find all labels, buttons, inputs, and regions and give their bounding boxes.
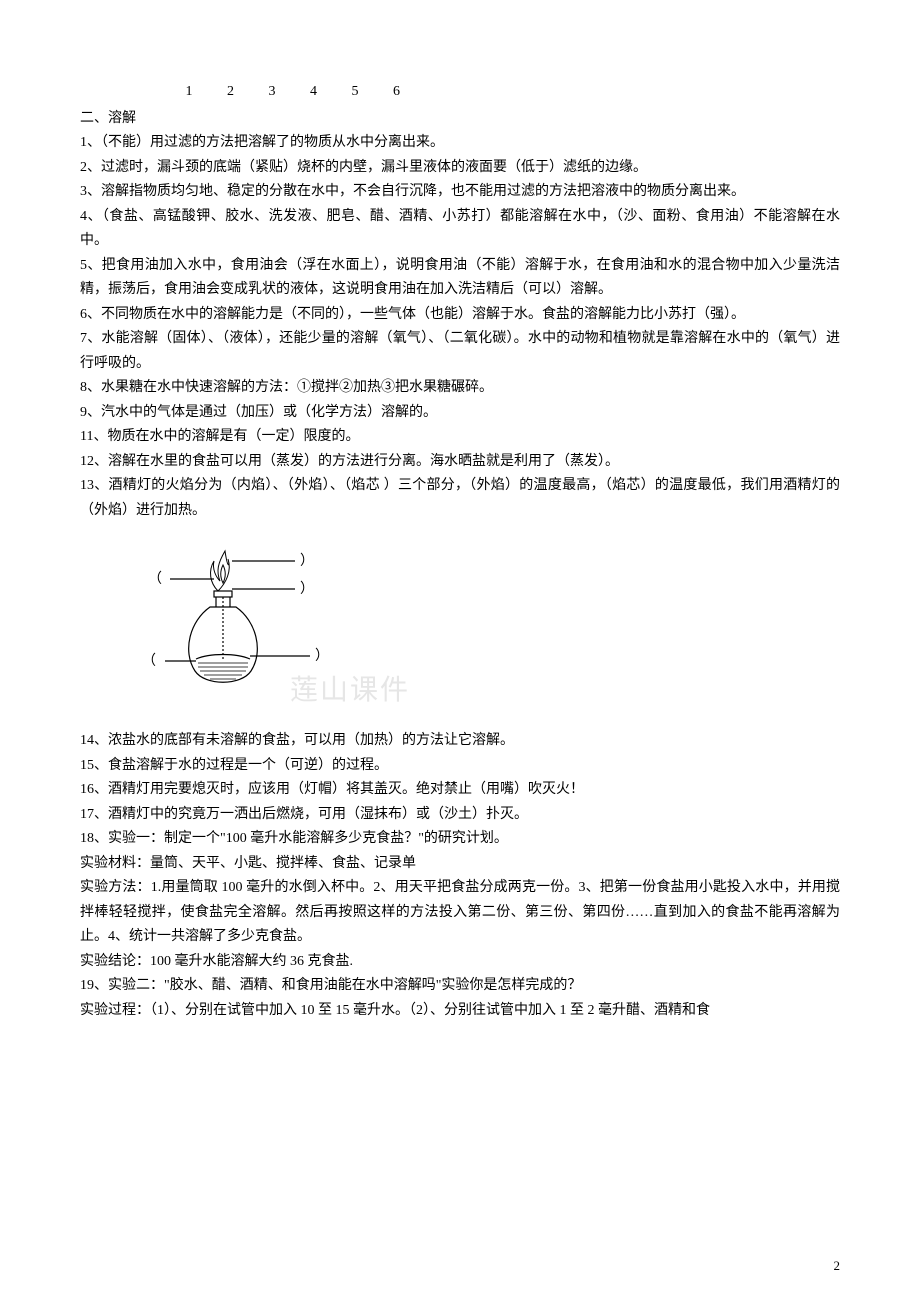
list-item: 15、食盐溶解于水的过程是一个（可逆）的过程。 [80, 754, 840, 779]
list-item: 12、溶解在水里的食盐可以用（蒸发）的方法进行分离。海水晒盐就是利用了（蒸发）。 [80, 450, 840, 475]
list-item: 18、实验一：制定一个"100 毫升水能溶解多少克食盐？"的研究计划。 [80, 827, 840, 852]
list-item: 14、浓盐水的底部有未溶解的食盐，可以用（加热）的方法让它溶解。 [80, 729, 840, 754]
list-item: 4、（食盐、高锰酸钾、胶水、洗发液、肥皂、醋、酒精、小苏打）都能溶解在水中，（沙… [80, 205, 840, 254]
col-num: 6 [378, 80, 416, 105]
list-item: 6、不同物质在水中的溶解能力是（不同的），一些气体（也能）溶解于水。食盐的溶解能… [80, 303, 840, 328]
col-num: 4 [295, 80, 333, 105]
col-num: 5 [336, 80, 374, 105]
svg-text:）: ） [315, 648, 329, 664]
svg-text:（: （ [148, 571, 162, 587]
section-title: 二、溶解 [80, 107, 840, 132]
list-item: 11、物质在水中的溶解是有（一定）限度的。 [80, 425, 840, 450]
list-item: 3、溶解指物质均匀地、稳定的分散在水中，不会自行沉降，也不能用过滤的方法把溶液中… [80, 180, 840, 205]
svg-text:（: （ [142, 653, 156, 669]
col-num: 1 [170, 80, 208, 105]
col-num: 3 [253, 80, 291, 105]
document-body: 1 2 3 4 5 6 二、溶解 1、（不能）用过滤的方法把溶解了的物质从水中分… [80, 80, 840, 1023]
list-item: 7、水能溶解（固体）、（液体），还能少量的溶解（氧气）、（二氧化碳）。水中的动物… [80, 327, 840, 376]
list-item: 17、酒精灯中的究竟万一洒出后燃烧，可用（湿抹布）或（沙土）扑灭。 [80, 803, 840, 828]
list-item: 16、酒精灯用完要熄灭时，应该用（灯帽）将其盖灭。绝对禁止（用嘴）吹灭火！ [80, 778, 840, 803]
list-item: 9、汽水中的气体是通过（加压）或（化学方法）溶解的。 [80, 401, 840, 426]
numbers-row: 1 2 3 4 5 6 [80, 80, 840, 105]
list-item: 5、把食用油加入水中，食用油会（浮在水面上），说明食用油（不能）溶解于水，在食用… [80, 254, 840, 303]
list-item: 13、酒精灯的火焰分为（内焰）、（外焰）、（焰芯 ）三个部分，（外焰）的温度最高… [80, 474, 840, 523]
svg-text:）: ） [300, 581, 314, 597]
svg-text:）: ） [300, 553, 314, 569]
list-item: 实验材料：量筒、天平、小匙、搅拌棒、食盐、记录单 [80, 852, 840, 877]
list-item: 8、水果糖在水中快速溶解的方法：①搅拌②加热③把水果糖碾碎。 [80, 376, 840, 401]
list-item: 2、过滤时，漏斗颈的底端（紧贴）烧杯的内壁，漏斗里液体的液面要（低于）滤纸的边缘… [80, 156, 840, 181]
list-item: 实验方法：1.用量筒取 100 毫升的水倒入杯中。2、用天平把食盐分成两克一份。… [80, 876, 840, 950]
list-item: 实验结论：100 毫升水能溶解大约 36 克食盐. [80, 950, 840, 975]
page-number: 2 [834, 1258, 841, 1274]
col-num: 2 [212, 80, 250, 105]
list-item: 1、（不能）用过滤的方法把溶解了的物质从水中分离出来。 [80, 131, 840, 156]
alcohol-lamp-diagram: （ ） ） （ ） [110, 541, 340, 711]
list-item: 实验过程：（1）、分别在试管中加入 10 至 15 毫升水。（2）、分别往试管中… [80, 999, 840, 1024]
list-item: 19、实验二："胶水、醋、酒精、和食用油能在水中溶解吗"实验你是怎样完成的？ [80, 974, 840, 999]
